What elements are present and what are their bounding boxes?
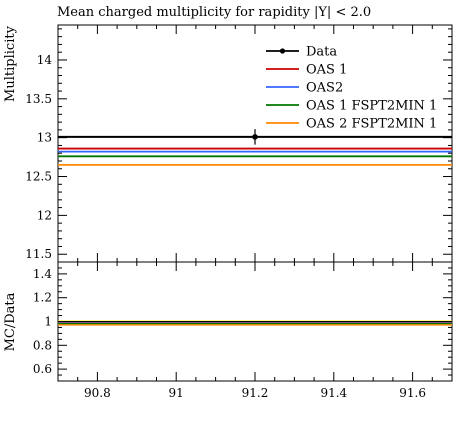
- ratio-y-tick-label: 0.6: [33, 362, 52, 376]
- legend: Data OAS 1 OAS2 OAS 1 FSPT2MIN 1 OAS 2 FSPT2…: [266, 45, 437, 132]
- x-tick-label: 90.8: [84, 386, 111, 400]
- ratio-y-tick-label: 1.4: [33, 267, 52, 281]
- chart-title: Mean charged multiplicity for rapidity |…: [57, 5, 371, 20]
- data-point: [252, 134, 258, 140]
- ratio-panel: 90.8 91 91.2 91.4 91.6 0.6 0.8 1 1.2 1.4: [33, 25, 453, 400]
- legend-label-1: Data: [306, 45, 337, 60]
- y-tick-label: 13: [37, 131, 52, 145]
- y-tick-label: 11.5: [25, 247, 52, 261]
- ratio-y-axis-label: MC/Data: [3, 292, 18, 351]
- legend-data-marker: [279, 48, 286, 54]
- legend-label-4: OAS 1 FSPT2MIN 1: [306, 99, 437, 114]
- y-tick-label: 12.5: [25, 170, 52, 184]
- legend-label-5: OAS 2 FSPT2MIN 1: [306, 117, 437, 132]
- ratio-y-tick-label: 0.8: [33, 338, 52, 352]
- y-tick-label: 12: [37, 208, 52, 222]
- legend-label-2: OAS 1: [306, 63, 347, 78]
- x-tick-label: 91.4: [320, 386, 347, 400]
- x-tick-label: 91.6: [399, 386, 426, 400]
- ratio-y-tick-label: 1: [44, 315, 52, 329]
- y-tick-label: 13.5: [25, 92, 52, 106]
- x-tick-label: 91.2: [242, 386, 269, 400]
- y-axis-label: Multiplicity: [3, 25, 18, 102]
- main-panel: 11.5 12 12.5 13 13.5 14: [25, 24, 453, 381]
- ratio-y-tick-label: 1.2: [33, 291, 52, 305]
- x-tick-label: 91: [169, 386, 184, 400]
- y-tick-label: 14: [37, 53, 53, 67]
- legend-label-3: OAS2: [306, 81, 343, 96]
